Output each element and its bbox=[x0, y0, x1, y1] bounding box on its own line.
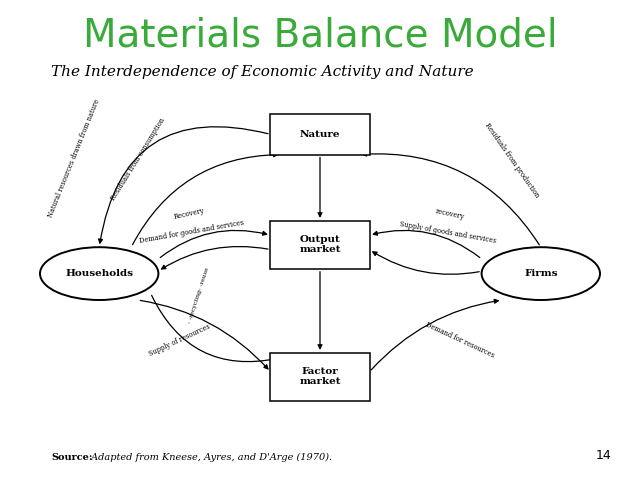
Text: - -recycling- -reuse: - -recycling- -reuse bbox=[187, 266, 210, 324]
Text: Recovery: Recovery bbox=[173, 207, 205, 221]
FancyArrowPatch shape bbox=[162, 247, 268, 269]
FancyArrowPatch shape bbox=[140, 300, 268, 369]
Text: Residuals from consumption: Residuals from consumption bbox=[109, 117, 166, 202]
Text: Adapted from Kneese, Ayres, and D'Arge (1970).: Adapted from Kneese, Ayres, and D'Arge (… bbox=[88, 453, 332, 462]
FancyArrowPatch shape bbox=[132, 153, 277, 245]
Text: Firms: Firms bbox=[524, 269, 557, 278]
Text: Output
market: Output market bbox=[300, 235, 340, 254]
Text: recovery: recovery bbox=[435, 207, 465, 222]
Text: Residuals from production: Residuals from production bbox=[483, 122, 541, 200]
FancyArrowPatch shape bbox=[99, 127, 268, 243]
FancyArrowPatch shape bbox=[363, 152, 540, 245]
Text: 14: 14 bbox=[595, 449, 611, 462]
Text: Source:: Source: bbox=[51, 453, 93, 462]
Text: Supply of goods and services: Supply of goods and services bbox=[399, 220, 497, 245]
FancyBboxPatch shape bbox=[270, 114, 370, 155]
Text: Factor
market: Factor market bbox=[300, 367, 340, 386]
Text: Supply of resources: Supply of resources bbox=[147, 322, 211, 358]
FancyBboxPatch shape bbox=[270, 353, 370, 401]
FancyBboxPatch shape bbox=[270, 221, 370, 269]
FancyArrowPatch shape bbox=[371, 300, 499, 370]
Text: Households: Households bbox=[65, 269, 133, 278]
FancyArrowPatch shape bbox=[318, 157, 322, 216]
FancyArrowPatch shape bbox=[152, 295, 278, 361]
Text: Demand for resources: Demand for resources bbox=[424, 320, 495, 360]
FancyArrowPatch shape bbox=[160, 230, 267, 257]
FancyArrowPatch shape bbox=[318, 272, 322, 348]
Text: The Interdependence of Economic Activity and Nature: The Interdependence of Economic Activity… bbox=[51, 65, 474, 79]
Ellipse shape bbox=[40, 247, 159, 300]
FancyArrowPatch shape bbox=[373, 230, 480, 257]
Text: Materials Balance Model: Materials Balance Model bbox=[83, 17, 557, 55]
Text: Natural resources drawn from nature: Natural resources drawn from nature bbox=[46, 98, 101, 219]
Text: Demand for goods and services: Demand for goods and services bbox=[139, 219, 245, 245]
Ellipse shape bbox=[481, 247, 600, 300]
Text: Nature: Nature bbox=[300, 130, 340, 139]
FancyArrowPatch shape bbox=[373, 252, 479, 274]
